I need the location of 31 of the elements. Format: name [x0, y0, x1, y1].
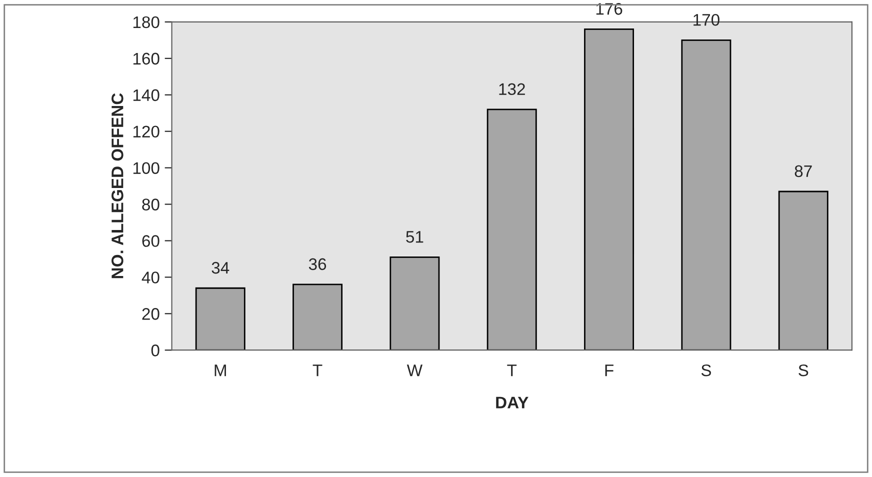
bar: [584, 28, 634, 350]
bar: [292, 284, 343, 350]
bar: [486, 108, 537, 350]
bar: [390, 256, 440, 350]
bar: [778, 190, 828, 350]
x-tick-label: S: [798, 364, 808, 376]
x-tick-label: F: [605, 364, 614, 376]
x-tick-label: M: [214, 364, 226, 376]
y-tick-label: 180: [133, 16, 160, 28]
y-tick-label: 160: [133, 52, 160, 65]
y-tick-label: 100: [133, 162, 160, 174]
y-tick-label: 140: [133, 89, 160, 102]
y-tick-label: 20: [142, 308, 160, 320]
data-label: 87: [794, 165, 812, 178]
bar: [681, 39, 732, 350]
x-tick-label: S: [701, 364, 711, 376]
data-label: 51: [406, 231, 424, 243]
bar: [195, 287, 246, 350]
data-label: 34: [212, 262, 230, 274]
x-axis-title: DAY: [496, 396, 528, 408]
y-tick-label: 80: [142, 198, 160, 210]
y-tick-label: 0: [151, 344, 160, 356]
data-label: 36: [308, 258, 326, 270]
x-tick-label: T: [312, 364, 322, 376]
y-tick-label: 60: [142, 235, 160, 247]
x-tick-label: T: [507, 364, 517, 376]
y-tick-label: 40: [142, 272, 160, 284]
y-tick-label: 120: [133, 126, 160, 138]
x-tick-label: W: [406, 364, 423, 376]
data-label: 132: [499, 83, 525, 96]
y-axis-title: NO. ALLEGED OFFENC: [112, 93, 124, 278]
